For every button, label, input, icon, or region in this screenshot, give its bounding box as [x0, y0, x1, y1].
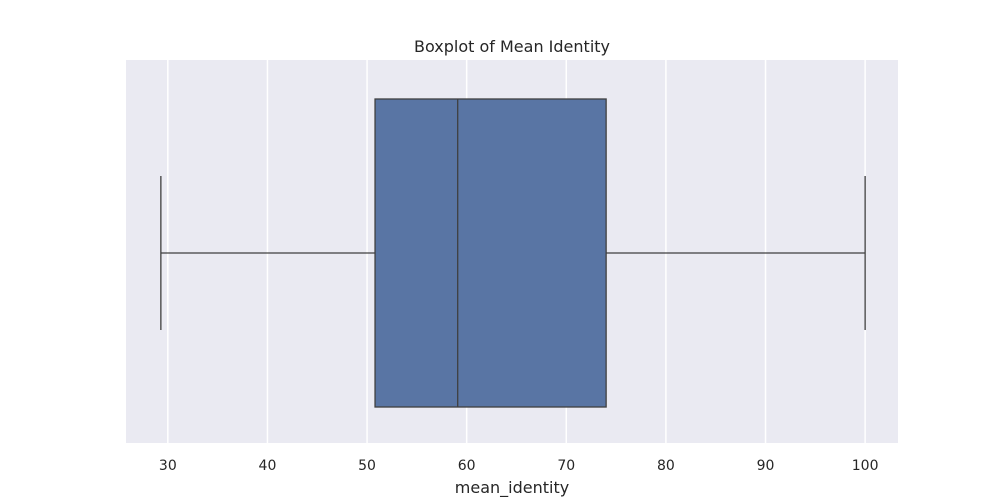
box-group: [160, 98, 866, 408]
x-axis-label: mean_identity: [455, 478, 569, 498]
x-tick-label: 60: [458, 458, 476, 474]
x-tick-label: 40: [259, 458, 277, 474]
x-tick-label: 50: [358, 458, 376, 474]
x-tick-label: 90: [757, 458, 775, 474]
x-tick-label: 30: [159, 458, 177, 474]
x-tick-label: 100: [852, 458, 879, 474]
x-ticks: 30 40 50 60 70 80 90 100: [159, 458, 879, 474]
x-tick-label: 80: [657, 458, 675, 474]
chart-title: Boxplot of Mean Identity: [414, 37, 610, 56]
x-tick-label: 70: [557, 458, 575, 474]
iqr-box: [374, 98, 607, 408]
